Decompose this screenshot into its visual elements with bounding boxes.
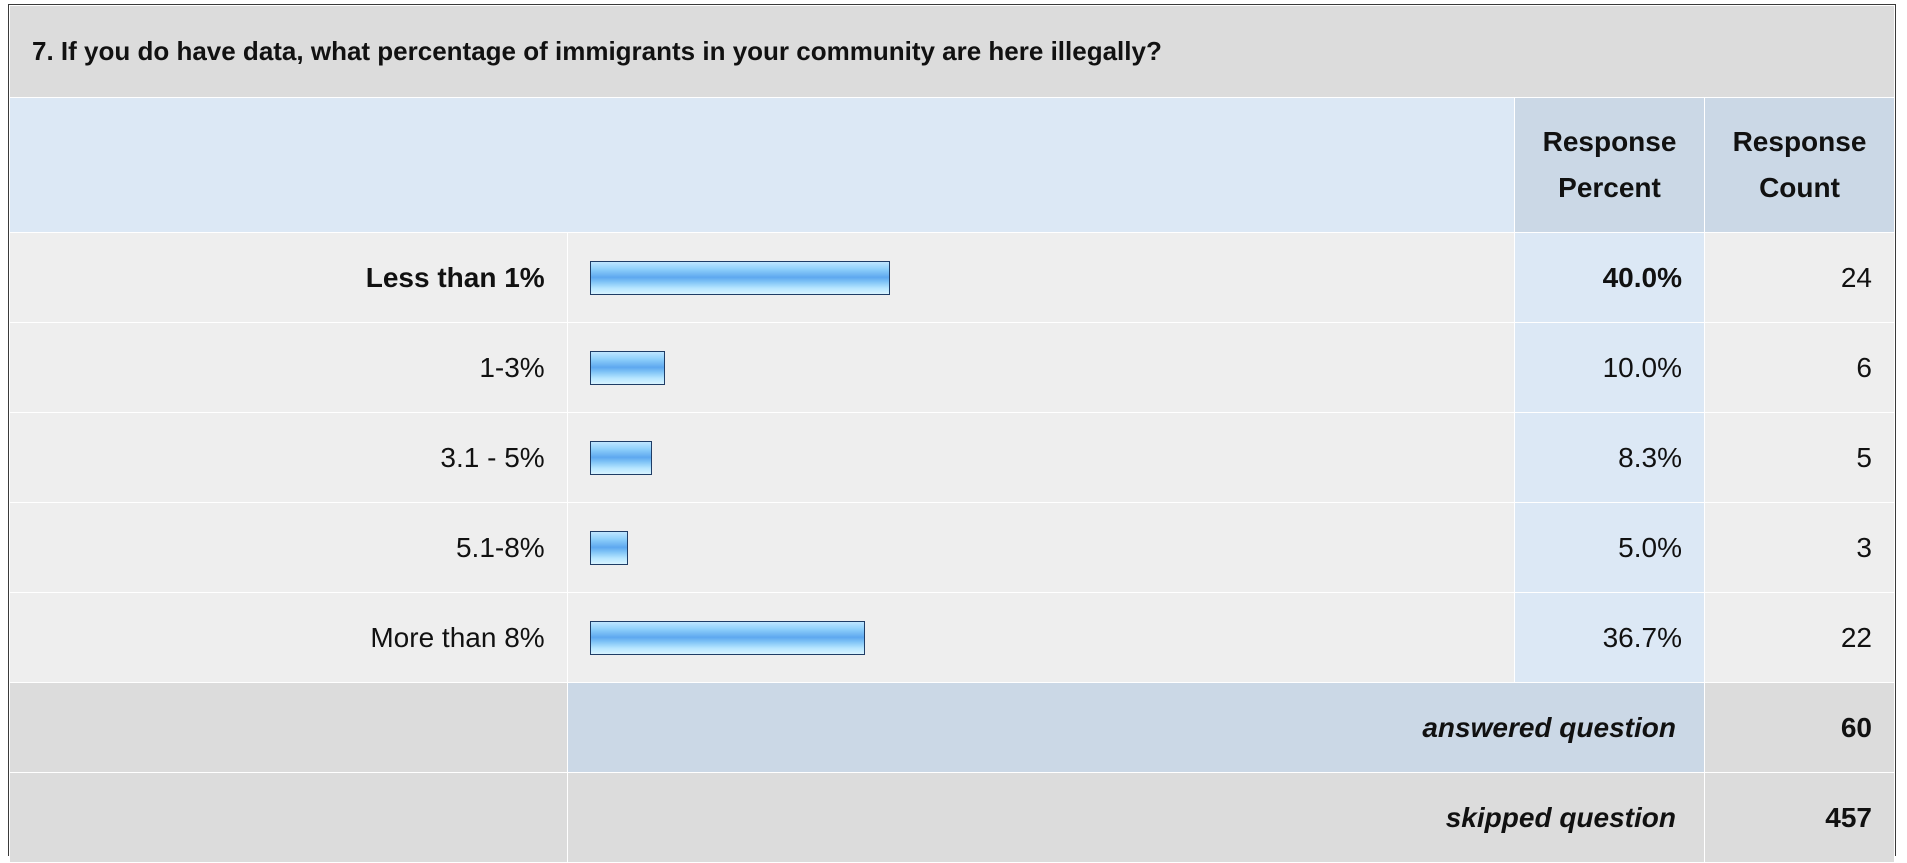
answered-question-label: answered question (566, 682, 1705, 773)
answer-bar-cell (566, 502, 1516, 593)
answer-row: 1-3% 10.0% 6 (9, 322, 1896, 413)
response-percent-header: Response Percent (1514, 97, 1705, 233)
answer-label: 5.1-8% (9, 502, 568, 593)
response-percent: 40.0% (1514, 232, 1705, 323)
response-bar (589, 440, 652, 475)
header-spacer (8, 97, 1516, 233)
response-count: 3 (1703, 502, 1896, 593)
answer-row: 5.1-8% 5.0% 3 (9, 502, 1896, 593)
response-bar (589, 350, 665, 385)
response-count-header: Response Count (1703, 97, 1896, 233)
response-count: 6 (1703, 322, 1896, 413)
response-percent: 36.7% (1514, 592, 1705, 683)
answer-label: 3.1 - 5% (9, 412, 568, 503)
answer-bar-cell (566, 592, 1516, 683)
answer-label: More than 8% (9, 592, 568, 683)
response-bar (589, 530, 628, 565)
response-count: 5 (1703, 412, 1896, 503)
response-percent: 8.3% (1514, 412, 1705, 503)
response-count: 22 (1703, 592, 1896, 683)
answer-bar-cell (566, 412, 1516, 503)
response-percent: 10.0% (1514, 322, 1705, 413)
response-bar (589, 620, 865, 655)
skipped-question-label: skipped question (566, 772, 1705, 863)
answer-row: 3.1 - 5% 8.3% 5 (9, 412, 1896, 503)
answer-row: More than 8% 36.7% 22 (9, 592, 1896, 683)
response-percent: 5.0% (1514, 502, 1705, 593)
response-bar (589, 260, 890, 295)
answer-bar-cell (566, 232, 1516, 323)
response-count: 24 (1703, 232, 1896, 323)
answered-question-value: 60 (1703, 682, 1896, 773)
survey-results-panel: 7. If you do have data, what percentage … (8, 4, 1896, 863)
answer-bar-cell (566, 322, 1516, 413)
results-table: 7. If you do have data, what percentage … (8, 5, 1896, 863)
question-title: 7. If you do have data, what percentage … (9, 5, 1895, 98)
answer-row: Less than 1% 40.0% 24 (9, 232, 1896, 323)
answered-spacer (9, 682, 568, 773)
skipped-question-value: 457 (1703, 772, 1896, 863)
skipped-spacer (9, 772, 568, 863)
answer-label: 1-3% (9, 322, 568, 413)
answer-label: Less than 1% (9, 232, 568, 323)
